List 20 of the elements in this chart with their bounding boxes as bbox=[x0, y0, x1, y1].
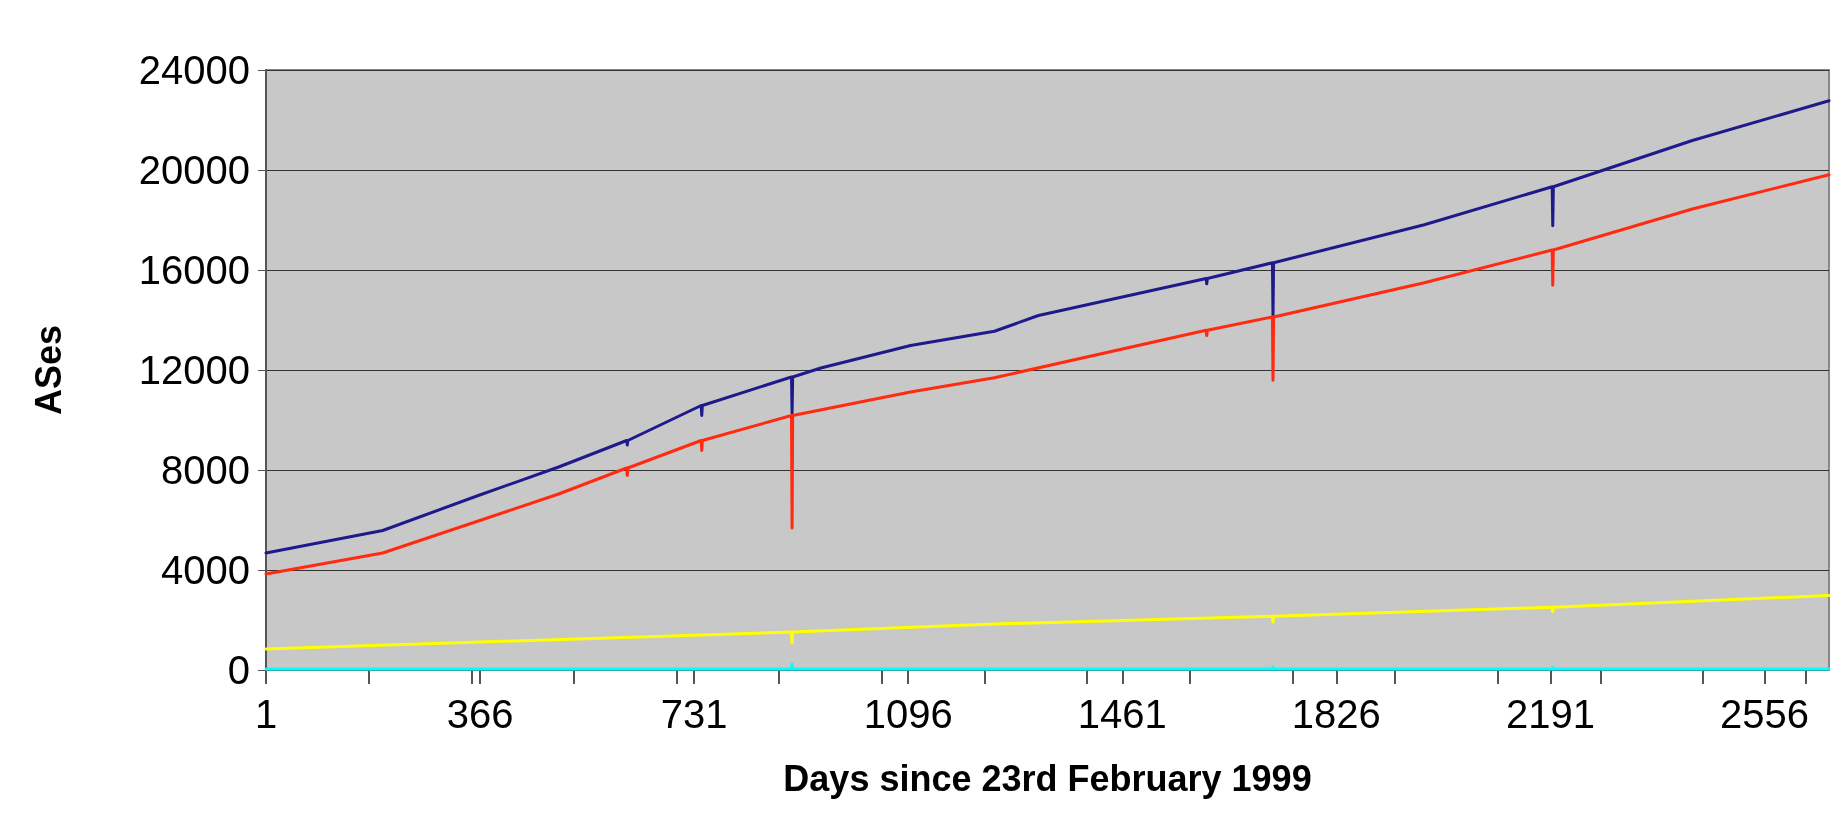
y-axis-title: ASes bbox=[27, 324, 69, 416]
y-tick-label: 4000 bbox=[161, 548, 250, 592]
x-tick-label: 1096 bbox=[863, 692, 953, 736]
x-tick-label: 2191 bbox=[1505, 692, 1595, 736]
y-tick-label: 12000 bbox=[138, 348, 250, 392]
y-tick-label: 20000 bbox=[138, 148, 250, 192]
x-tick-label: 2556 bbox=[1719, 692, 1809, 736]
x-tick-label: 366 bbox=[446, 692, 514, 736]
y-tick-label: 0 bbox=[227, 648, 250, 692]
y-tick-label: 24000 bbox=[138, 48, 250, 92]
line-series bbox=[264, 594, 1831, 651]
x-tick-label: 1826 bbox=[1291, 692, 1381, 736]
x-tick-label: 1461 bbox=[1077, 692, 1167, 736]
x-axis-title: Days since 23rd February 1999 bbox=[783, 757, 1312, 799]
x-tick-label: 1 bbox=[254, 692, 278, 736]
line-series bbox=[264, 173, 1831, 576]
y-tick-label: 16000 bbox=[138, 248, 250, 292]
x-tick-label: 731 bbox=[660, 692, 728, 736]
line-series bbox=[264, 99, 1831, 555]
y-tick-label: 8000 bbox=[161, 448, 250, 492]
